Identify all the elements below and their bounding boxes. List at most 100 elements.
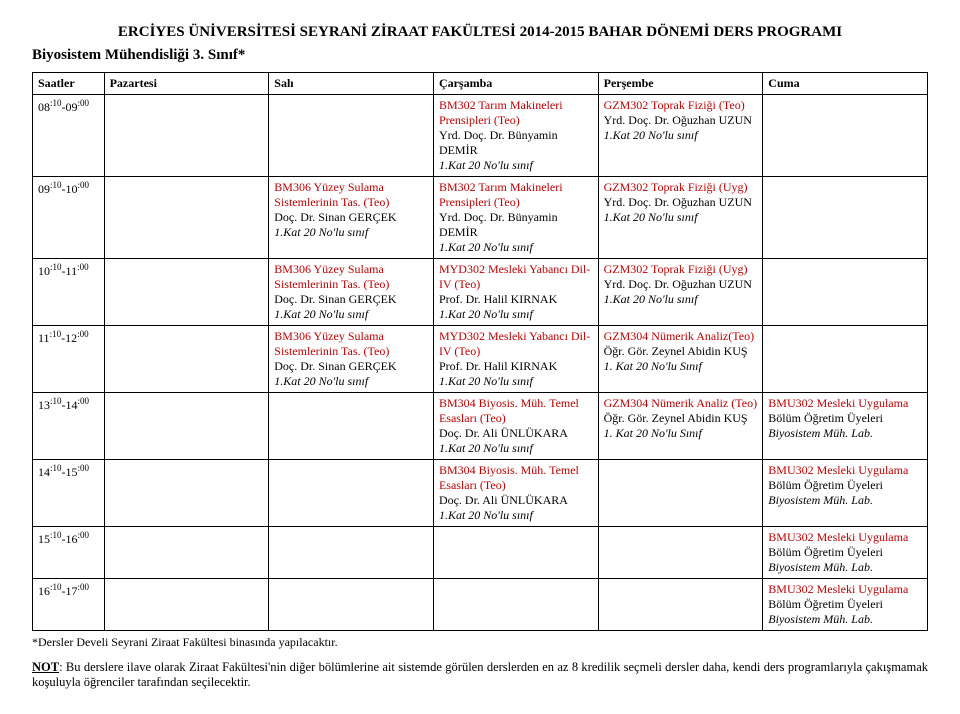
course-room: 1.Kat 20 No'lu sınıf: [439, 374, 533, 388]
course-instructor: Öğr. Gör. Zeynel Abidin KUŞ: [604, 411, 748, 425]
course-instructor: Bölüm Öğretim Üyeleri: [768, 411, 883, 425]
note-body: : Bu derslere ilave olarak Ziraat Fakült…: [32, 660, 928, 689]
footnote: *Dersler Develi Seyrani Ziraat Fakültesi…: [32, 635, 928, 650]
header-time: Saatler: [33, 73, 105, 95]
page-title: ERCİYES ÜNİVERSİTESİ SEYRANİ ZİRAAT FAKÜ…: [32, 24, 928, 41]
cell-thu: GZM302 Toprak Fiziği (Uyg) Yrd. Doç. Dr.…: [598, 259, 763, 326]
course-room: Biyosistem Müh. Lab.: [768, 493, 873, 507]
cell-fri: [763, 177, 928, 259]
course-room: Biyosistem Müh. Lab.: [768, 426, 873, 440]
course-room: 1. Kat 20 No'lu Sınıf: [604, 426, 702, 440]
course-room: 1.Kat 20 No'lu sınıf: [439, 508, 533, 522]
course-room: 1.Kat 20 No'lu sınıf: [439, 158, 533, 172]
cell-tue: [269, 393, 434, 460]
note-label: NOT: [32, 660, 59, 674]
course-instructor: Yrd. Doç. Dr. Oğuzhan UZUN: [604, 277, 752, 291]
cell-thu: GZM304 Nümerik Analiz (Teo) Öğr. Gör. Ze…: [598, 393, 763, 460]
course-instructor: Doç. Dr. Sinan GERÇEK: [274, 292, 396, 306]
course-title: BM306 Yüzey Sulama Sistemlerinin Tas. (T…: [274, 262, 389, 291]
course-instructor: Bölüm Öğretim Üyeleri: [768, 478, 883, 492]
cell-tue: BM306 Yüzey Sulama Sistemlerinin Tas. (T…: [269, 326, 434, 393]
course-instructor: Prof. Dr. Halil KIRNAK: [439, 359, 557, 373]
course-instructor: Doç. Dr. Ali ÜNLÜKARA: [439, 426, 568, 440]
page-subtitle: Biyosistem Mühendisliği 3. Sınıf*: [32, 47, 928, 64]
header-fri: Cuma: [763, 73, 928, 95]
course-title: BM302 Tarım Makineleri Prensipleri (Teo): [439, 98, 563, 127]
time-cell: 09:10-10:00: [33, 177, 105, 259]
cell-mon: [104, 326, 269, 393]
course-room: 1.Kat 20 No'lu sınıf: [439, 307, 533, 321]
cell-fri: [763, 95, 928, 177]
cell-fri: BMU302 Mesleki Uygulama Bölüm Öğretim Üy…: [763, 460, 928, 527]
cell-thu: GZM304 Nümerik Analiz(Teo) Öğr. Gör. Zey…: [598, 326, 763, 393]
cell-thu: GZM302 Toprak Fiziği (Uyg) Yrd. Doç. Dr.…: [598, 177, 763, 259]
cell-wed: BM304 Biyosis. Müh. Temel Esasları (Teo)…: [433, 393, 598, 460]
header-tue: Salı: [269, 73, 434, 95]
course-instructor: Doç. Dr. Ali ÜNLÜKARA: [439, 493, 568, 507]
course-title: GZM302 Toprak Fiziği (Teo): [604, 98, 745, 112]
time-cell: 16:10-17:00: [33, 579, 105, 631]
course-title: BM306 Yüzey Sulama Sistemlerinin Tas. (T…: [274, 180, 389, 209]
cell-wed: MYD302 Mesleki Yabancı Dil-IV (Teo) Prof…: [433, 326, 598, 393]
cell-mon: [104, 460, 269, 527]
course-instructor: Yrd. Doç. Dr. Bünyamin DEMİR: [439, 128, 558, 157]
course-title: GZM302 Toprak Fiziği (Uyg): [604, 262, 748, 276]
course-title: BM304 Biyosis. Müh. Temel Esasları (Teo): [439, 396, 579, 425]
time-cell: 10:10-11:00: [33, 259, 105, 326]
note: NOT: Bu derslere ilave olarak Ziraat Fak…: [32, 660, 928, 690]
table-row: 08:10-09:00 BM302 Tarım Makineleri Prens…: [33, 95, 928, 177]
course-instructor: Öğr. Gör. Zeynel Abidin KUŞ: [604, 344, 748, 358]
cell-tue: [269, 579, 434, 631]
time-cell: 13:10-14:00: [33, 393, 105, 460]
course-title: GZM304 Nümerik Analiz (Teo): [604, 396, 757, 410]
course-title: BMU302 Mesleki Uygulama: [768, 582, 908, 596]
course-title: BM302 Tarım Makineleri Prensipleri (Teo): [439, 180, 563, 209]
header-mon: Pazartesi: [104, 73, 269, 95]
course-room: 1.Kat 20 No'lu sınıf: [604, 128, 698, 142]
course-title: BM306 Yüzey Sulama Sistemlerinin Tas. (T…: [274, 329, 389, 358]
cell-wed: [433, 579, 598, 631]
course-instructor: Doç. Dr. Sinan GERÇEK: [274, 359, 396, 373]
course-title: MYD302 Mesleki Yabancı Dil-IV (Teo): [439, 329, 590, 358]
course-instructor: Bölüm Öğretim Üyeleri: [768, 545, 883, 559]
course-title: BMU302 Mesleki Uygulama: [768, 396, 908, 410]
course-title: GZM304 Nümerik Analiz(Teo): [604, 329, 754, 343]
table-row: 16:10-17:00 BMU302 Mesleki Uygulama Bölü…: [33, 579, 928, 631]
course-instructor: Yrd. Doç. Dr. Oğuzhan UZUN: [604, 195, 752, 209]
cell-mon: [104, 579, 269, 631]
cell-thu: GZM302 Toprak Fiziği (Teo) Yrd. Doç. Dr.…: [598, 95, 763, 177]
cell-fri: BMU302 Mesleki Uygulama Bölüm Öğretim Üy…: [763, 393, 928, 460]
cell-fri: BMU302 Mesleki Uygulama Bölüm Öğretim Üy…: [763, 527, 928, 579]
cell-wed: BM302 Tarım Makineleri Prensipleri (Teo)…: [433, 95, 598, 177]
cell-thu: [598, 460, 763, 527]
course-room: 1.Kat 20 No'lu sınıf: [274, 307, 368, 321]
course-title: GZM302 Toprak Fiziği (Uyg): [604, 180, 748, 194]
time-cell: 08:10-09:00: [33, 95, 105, 177]
course-instructor: Yrd. Doç. Dr. Oğuzhan UZUN: [604, 113, 752, 127]
cell-tue: [269, 95, 434, 177]
course-room: 1.Kat 20 No'lu sınıf: [604, 292, 698, 306]
table-row: 15:10-16:00 BMU302 Mesleki Uygulama Bölü…: [33, 527, 928, 579]
course-instructor: Bölüm Öğretim Üyeleri: [768, 597, 883, 611]
course-room: 1.Kat 20 No'lu sınıf: [439, 441, 533, 455]
cell-tue: [269, 460, 434, 527]
cell-fri: [763, 259, 928, 326]
cell-fri: BMU302 Mesleki Uygulama Bölüm Öğretim Üy…: [763, 579, 928, 631]
table-row: 10:10-11:00 BM306 Yüzey Sulama Sistemler…: [33, 259, 928, 326]
course-title: BM304 Biyosis. Müh. Temel Esasları (Teo): [439, 463, 579, 492]
table-row: 13:10-14:00 BM304 Biyosis. Müh. Temel Es…: [33, 393, 928, 460]
time-cell: 15:10-16:00: [33, 527, 105, 579]
cell-mon: [104, 95, 269, 177]
cell-wed: MYD302 Mesleki Yabancı Dil-IV (Teo) Prof…: [433, 259, 598, 326]
header-thu: Perşembe: [598, 73, 763, 95]
schedule-table: Saatler Pazartesi Salı Çarşamba Perşembe…: [32, 72, 928, 631]
cell-fri: [763, 326, 928, 393]
table-row: 14:10-15:00 BM304 Biyosis. Müh. Temel Es…: [33, 460, 928, 527]
course-title: MYD302 Mesleki Yabancı Dil-IV (Teo): [439, 262, 590, 291]
cell-wed: BM304 Biyosis. Müh. Temel Esasları (Teo)…: [433, 460, 598, 527]
time-cell: 14:10-15:00: [33, 460, 105, 527]
cell-tue: BM306 Yüzey Sulama Sistemlerinin Tas. (T…: [269, 259, 434, 326]
course-room: 1.Kat 20 No'lu sınıf: [604, 210, 698, 224]
course-room: Biyosistem Müh. Lab.: [768, 560, 873, 574]
course-instructor: Prof. Dr. Halil KIRNAK: [439, 292, 557, 306]
